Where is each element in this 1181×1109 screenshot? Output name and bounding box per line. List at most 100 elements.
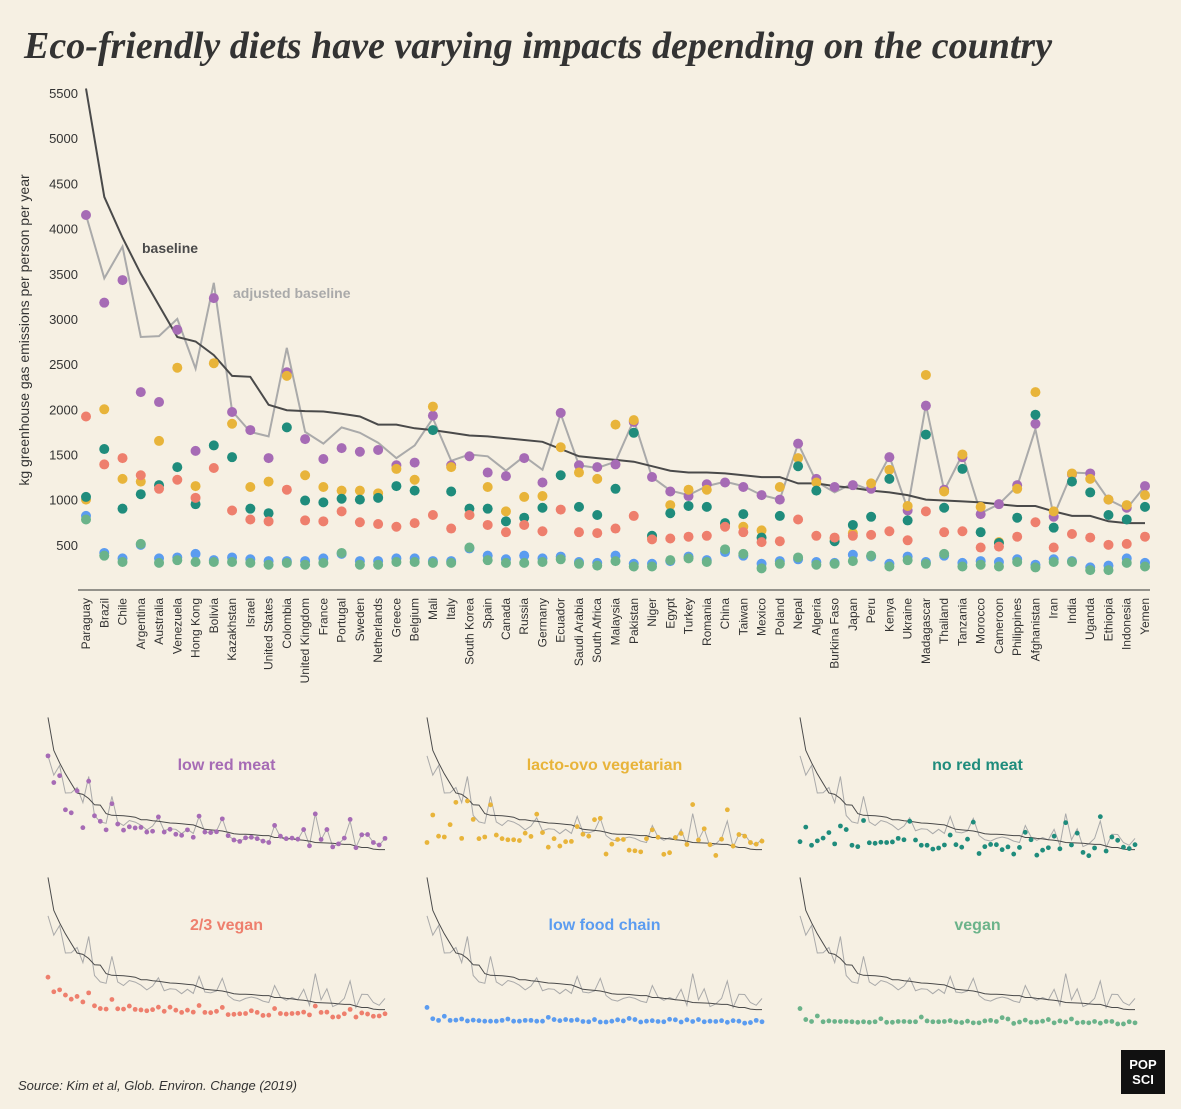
data-point — [154, 483, 165, 494]
data-point — [993, 561, 1004, 572]
data-point — [597, 815, 603, 821]
data-point — [1069, 1016, 1074, 1022]
data-point — [1051, 833, 1057, 839]
data-point — [208, 463, 219, 474]
x-tick-label: Taiwan — [736, 598, 750, 635]
data-point — [459, 1016, 465, 1022]
data-point — [57, 773, 63, 779]
data-point — [1051, 1020, 1057, 1026]
data-point — [370, 840, 376, 845]
data-point — [647, 561, 658, 572]
data-point — [154, 397, 165, 408]
data-point — [172, 362, 183, 373]
data-point — [482, 519, 493, 530]
series-line — [426, 755, 763, 850]
data-point — [373, 444, 384, 455]
data-point — [115, 821, 121, 827]
data-point — [866, 550, 877, 561]
data-point — [793, 438, 804, 449]
data-point — [295, 836, 301, 842]
data-point — [753, 841, 759, 847]
data-point — [826, 830, 832, 835]
data-point — [519, 519, 530, 530]
data-point — [307, 1012, 312, 1018]
series-line — [799, 755, 1136, 850]
data-point — [173, 831, 179, 837]
data-point — [453, 799, 459, 805]
data-point — [610, 459, 621, 470]
series-line — [47, 915, 386, 1010]
x-tick-label: China — [718, 598, 732, 630]
data-point — [359, 1010, 365, 1016]
data-point — [248, 834, 254, 840]
data-point — [464, 510, 475, 521]
data-point — [959, 1020, 965, 1025]
data-point — [936, 1019, 942, 1025]
data-point — [190, 1009, 196, 1015]
series-line — [799, 717, 1135, 851]
data-point — [690, 802, 696, 807]
data-point — [1048, 542, 1059, 553]
data-point — [260, 838, 266, 844]
data-point — [482, 467, 493, 478]
data-point — [884, 473, 895, 484]
data-point — [982, 1018, 988, 1024]
data-point — [202, 829, 208, 835]
data-point — [1103, 848, 1109, 854]
data-point — [99, 550, 110, 561]
data-point — [936, 845, 942, 851]
data-point — [1034, 1019, 1040, 1025]
series-line — [426, 877, 762, 1011]
data-point — [756, 537, 767, 548]
data-point — [1030, 409, 1041, 420]
data-point — [248, 1008, 254, 1014]
data-point — [847, 530, 858, 541]
data-point — [365, 1011, 370, 1017]
data-point — [759, 1019, 765, 1025]
data-point — [482, 1018, 488, 1024]
data-point — [719, 1018, 724, 1024]
data-point — [913, 837, 918, 843]
data-point — [505, 837, 511, 843]
data-point — [365, 832, 370, 837]
data-point — [826, 1018, 832, 1024]
x-tick-label: Canada — [499, 598, 513, 640]
data-point — [354, 446, 365, 457]
data-point — [237, 1011, 243, 1017]
x-tick-label: Netherlands — [371, 598, 385, 663]
data-point — [730, 843, 736, 849]
data-point — [330, 1014, 336, 1020]
data-point — [138, 1007, 144, 1013]
data-point — [678, 1019, 684, 1025]
data-point — [245, 503, 256, 514]
data-point — [283, 836, 289, 842]
data-point — [592, 528, 603, 539]
data-point — [272, 1006, 278, 1011]
data-point — [672, 835, 678, 840]
data-point — [803, 824, 809, 830]
data-point — [225, 1012, 231, 1017]
data-point — [1066, 556, 1077, 567]
x-tick-label: Ukraine — [901, 598, 915, 640]
series-annotation: adjusted baseline — [233, 285, 351, 301]
data-point — [80, 999, 86, 1005]
data-point — [470, 1017, 476, 1023]
data-point — [847, 480, 858, 491]
data-point — [774, 536, 785, 547]
x-tick-label: Mali — [426, 598, 440, 620]
data-point — [499, 1017, 505, 1023]
data-point — [336, 485, 347, 496]
data-point — [295, 1010, 301, 1016]
data-point — [86, 990, 92, 996]
x-tick-label: Paraguay — [79, 598, 93, 649]
data-point — [1030, 562, 1041, 573]
data-point — [930, 846, 936, 852]
data-point — [227, 505, 238, 516]
data-point — [1030, 418, 1041, 429]
data-point — [354, 485, 365, 496]
data-point — [312, 811, 318, 817]
data-point — [918, 842, 924, 848]
data-point — [1121, 1021, 1126, 1027]
data-point — [318, 481, 329, 492]
data-point — [57, 987, 63, 993]
